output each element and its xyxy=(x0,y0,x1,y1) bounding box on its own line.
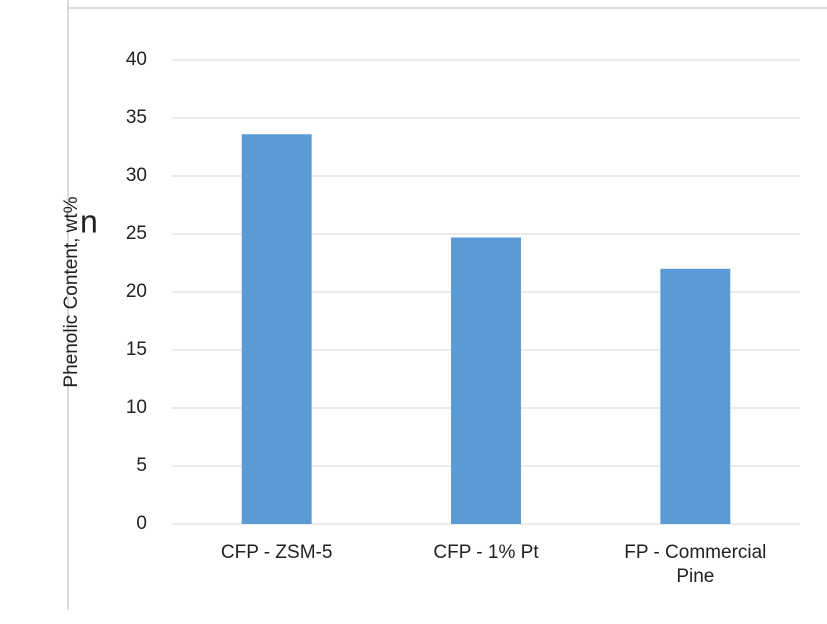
y-tick-label: 40 xyxy=(126,49,147,70)
y-tick-label: 25 xyxy=(126,223,147,244)
y-tick-label: 35 xyxy=(126,107,147,128)
y-axis-label: Phenolic Content, wt% xyxy=(61,196,82,387)
bar xyxy=(660,268,731,524)
bar xyxy=(241,134,312,525)
y-tick-label: 30 xyxy=(126,165,147,186)
annotation: n xyxy=(80,203,98,239)
y-tick-label: 20 xyxy=(126,281,147,302)
y-tick-label: 15 xyxy=(126,339,147,360)
y-tick-label: 0 xyxy=(136,513,147,534)
x-tick-label: CFP - 1% Pt xyxy=(433,542,539,563)
x-tick-label: CFP - ZSM-5 xyxy=(220,542,333,563)
x-tick-label: FP - Commercial Pine xyxy=(624,542,767,587)
bar xyxy=(451,237,521,525)
y-tick-label: 5 xyxy=(136,455,147,476)
y-tick-label: 10 xyxy=(126,397,147,418)
